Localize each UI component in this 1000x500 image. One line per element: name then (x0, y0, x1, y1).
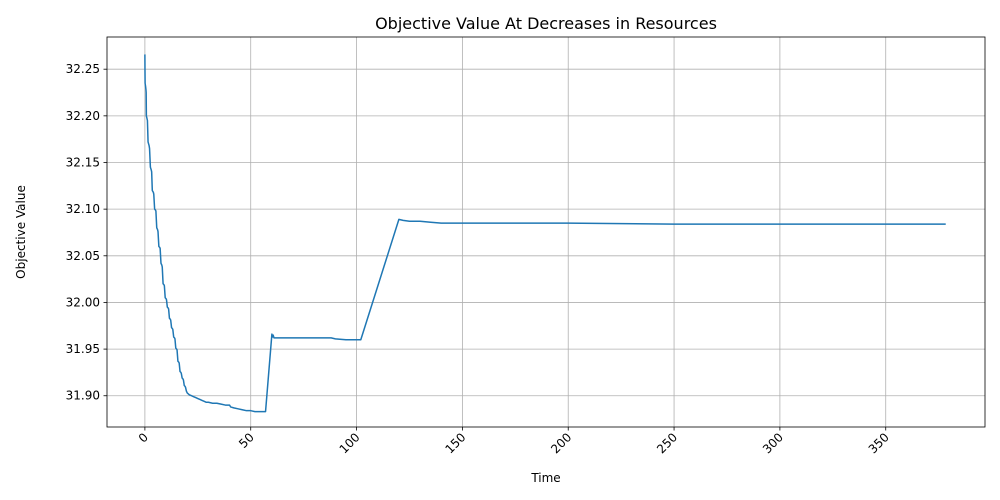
series-line-0 (144, 54, 946, 413)
y-axis-label: Objective Value (14, 185, 28, 279)
y-tick-label: 31.90 (66, 389, 100, 403)
y-tick-label: 32.05 (66, 249, 100, 263)
y-tick-label: 32.15 (66, 155, 100, 169)
y-tick-label: 31.95 (66, 342, 100, 356)
y-tick-label: 32.25 (66, 62, 100, 76)
y-tick-label: 32.20 (66, 109, 100, 123)
y-tick-label: 32.10 (66, 202, 100, 216)
grid-lines (107, 37, 985, 427)
series-lines (144, 54, 946, 413)
plot-frame (106, 36, 986, 428)
y-tick-label: 32.00 (66, 295, 100, 309)
x-axis-label: Time (530, 471, 560, 485)
chart-title: Objective Value At Decreases in Resource… (375, 14, 717, 33)
